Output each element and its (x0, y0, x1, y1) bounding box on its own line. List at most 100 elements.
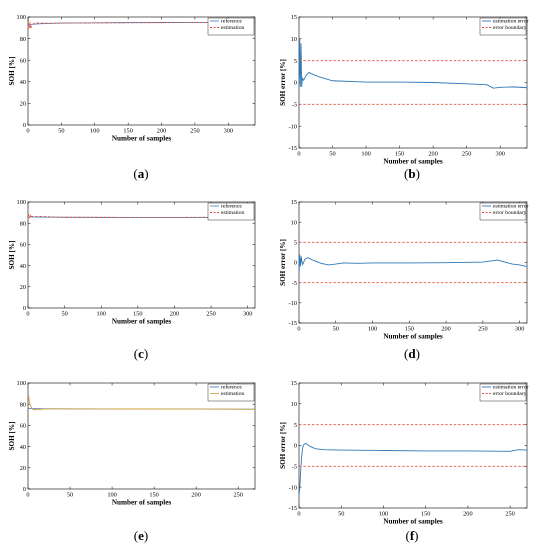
x-tick-label: 150 (123, 128, 132, 135)
y-tick-label: 80 (20, 220, 26, 227)
y-tick-label: -5 (292, 280, 297, 287)
y-tick-label: 0 (23, 305, 26, 312)
y-tick-label: 100 (17, 199, 26, 206)
series-group (299, 241, 527, 284)
x-tick-label: 200 (170, 311, 179, 318)
y-axis-label: SOH error [%] (279, 239, 287, 286)
y-tick-label: 40 (20, 263, 26, 270)
x-tick-label: 250 (462, 151, 471, 158)
panel-caption-letter: e (138, 528, 144, 543)
y-tick-label: 100 (17, 380, 26, 387)
legend-entry: reference (221, 384, 242, 391)
x-tick-label: 100 (90, 128, 99, 135)
legend-entry: estimation (221, 25, 245, 31)
y-tick-label: 60 (20, 242, 26, 249)
y-axis-label: SOH error [%] (279, 422, 287, 469)
x-tick-label: 0 (26, 311, 29, 318)
y-axis-label: SOH [%] (8, 57, 16, 86)
y-tick-label: 60 (20, 57, 26, 64)
x-tick-label: 300 (515, 326, 524, 333)
chart-panel-b: 0 50 100 150 200 250 300 -15 -10 -5 0 5 10 15 Number o… (279, 14, 529, 165)
panel-caption: (a) (133, 166, 148, 181)
series-group (299, 424, 527, 496)
x-tick-label: 50 (333, 326, 339, 333)
legend-entry: error boundary (493, 25, 527, 31)
y-tick-label: 15 (291, 199, 297, 206)
panel-caption: (b) (404, 166, 420, 181)
y-tick-label: 60 (20, 423, 26, 430)
y-tick-label: 5 (294, 58, 297, 65)
series-line-estimation-error (299, 442, 527, 496)
panel-caption-letter: a (138, 166, 145, 181)
series-group (299, 38, 527, 105)
x-axis-label: Number of samples (112, 318, 172, 326)
y-tick-label: 40 (20, 79, 26, 86)
x-tick-label: 50 (67, 492, 73, 499)
legend-box (207, 383, 255, 402)
y-tick-label: 10 (291, 401, 297, 408)
x-tick-label: 150 (133, 311, 142, 318)
panel-caption: (c) (134, 346, 148, 361)
x-tick-label: 0 (297, 511, 300, 518)
chart-panel-a: 0 50 100 150 200 250 300 0 20 40 60 80 100 Number of … (8, 14, 256, 143)
x-tick-label: 0 (26, 492, 29, 499)
x-tick-label: 250 (190, 128, 199, 135)
y-tick-label: 20 (20, 465, 26, 472)
panel-caption-letter: c (138, 346, 144, 361)
x-tick-label: 100 (361, 151, 370, 158)
legend-entry: error boundary (493, 391, 527, 397)
legend-entry: estimation error (493, 19, 529, 25)
y-tick-label: 10 (291, 219, 297, 226)
panel-caption: (f) (405, 528, 418, 543)
y-tick-label: -10 (289, 300, 297, 307)
x-axis-label: Number of samples (383, 333, 443, 341)
series-line-estimation (28, 395, 255, 411)
x-tick-label: 50 (329, 151, 335, 158)
x-tick-label: 50 (338, 511, 344, 518)
y-tick-label: 40 (20, 444, 26, 451)
chart-panel-f: 0 50 100 150 200 250 -15 -10 -5 0 5 10 15 Number of s… (279, 380, 529, 525)
y-tick-label: 0 (294, 443, 297, 450)
x-axis-label: Number of samples (112, 499, 172, 507)
x-tick-label: 0 (297, 151, 300, 158)
x-tick-label: 50 (58, 128, 64, 135)
legend-box (207, 17, 255, 36)
y-tick-label: 20 (20, 101, 26, 108)
panel-caption: (e) (134, 528, 148, 543)
series-line-estimation-error (299, 38, 527, 92)
y-axis-label: SOH [%] (8, 241, 16, 270)
y-axis-label: SOH [%] (8, 422, 16, 451)
x-tick-label: 150 (421, 511, 430, 518)
x-tick-label: 250 (505, 511, 514, 518)
chart-panel-d: 0 50 100 150 200 250 300 -15 -10 -5 0 5 10 15 Number o… (279, 199, 529, 340)
x-tick-label: 300 (224, 128, 233, 135)
y-tick-label: -5 (292, 102, 297, 109)
series-line-estimation-error (299, 254, 527, 275)
legend-box (479, 383, 527, 402)
plot-frame (298, 382, 528, 509)
x-axis-label: Number of samples (112, 135, 172, 143)
x-tick-label: 300 (495, 151, 504, 158)
y-tick-label: 15 (291, 380, 297, 387)
panel-caption-letter: d (408, 346, 416, 361)
x-tick-label: 200 (441, 326, 450, 333)
y-tick-label: 0 (23, 122, 26, 129)
plot-frame (27, 382, 256, 490)
plot-frame (27, 201, 256, 309)
x-tick-label: 300 (243, 311, 252, 318)
y-tick-label: 5 (294, 422, 297, 429)
x-tick-label: 100 (107, 492, 116, 499)
x-tick-label: 150 (149, 492, 158, 499)
panel-caption-letter: f (410, 528, 415, 543)
x-tick-label: 250 (206, 311, 215, 318)
x-axis-label: Number of samples (383, 518, 443, 526)
x-tick-label: 150 (405, 326, 414, 333)
x-tick-label: 200 (191, 492, 200, 499)
legend-entry: error boundary (493, 210, 527, 216)
y-tick-label: 0 (23, 486, 26, 493)
